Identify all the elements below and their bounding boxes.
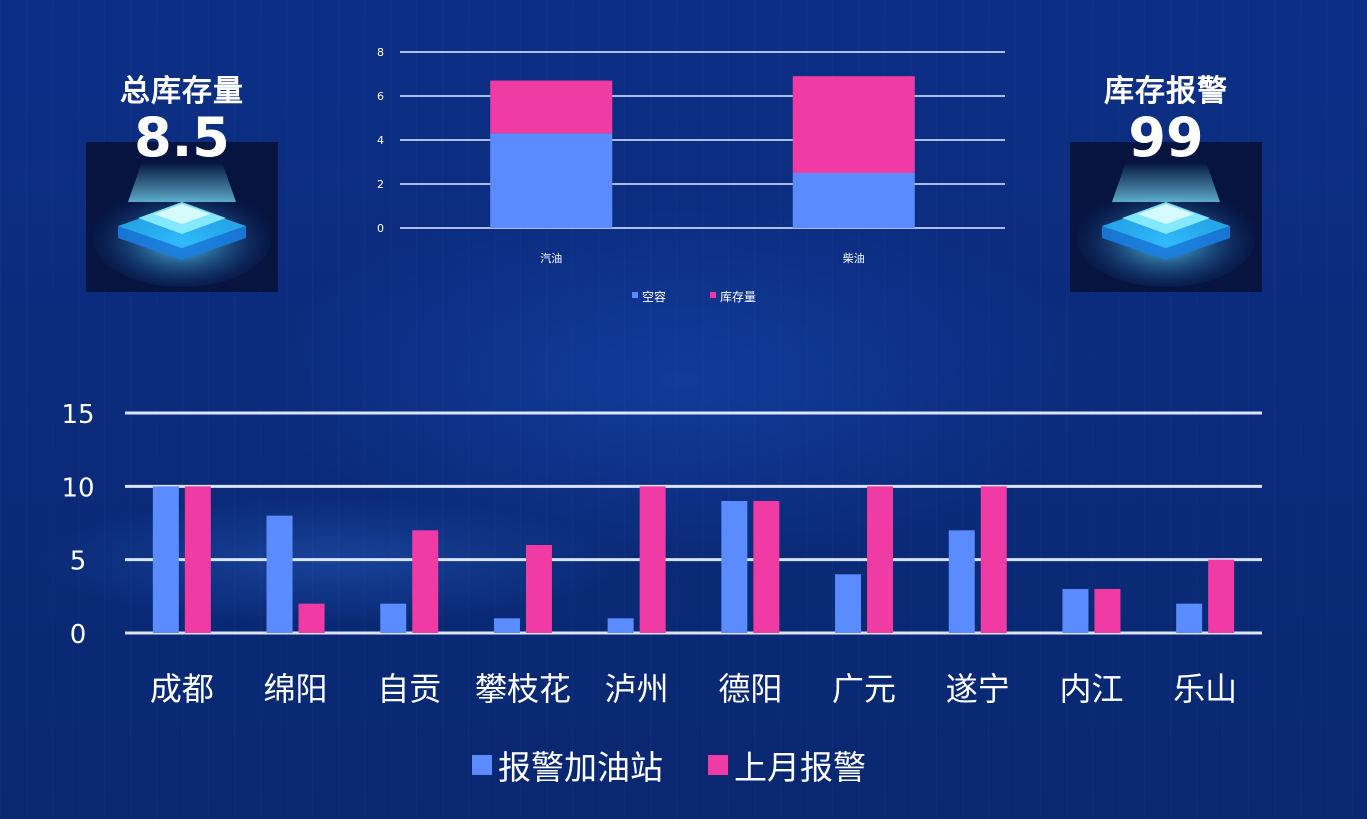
kpi-inventory-alarm: 库存报警 99 [1066,66,1266,292]
kpi-total-inventory: 总库存量 8.5 [82,66,282,292]
kpi-value: 8.5 [134,106,230,169]
kpi-value: 99 [1128,106,1204,169]
platform-hologram-icon [86,142,278,292]
platform-hologram-icon [1070,142,1262,292]
kpi-title: 库存报警 [1104,74,1228,109]
kpi-title: 总库存量 [120,74,244,109]
